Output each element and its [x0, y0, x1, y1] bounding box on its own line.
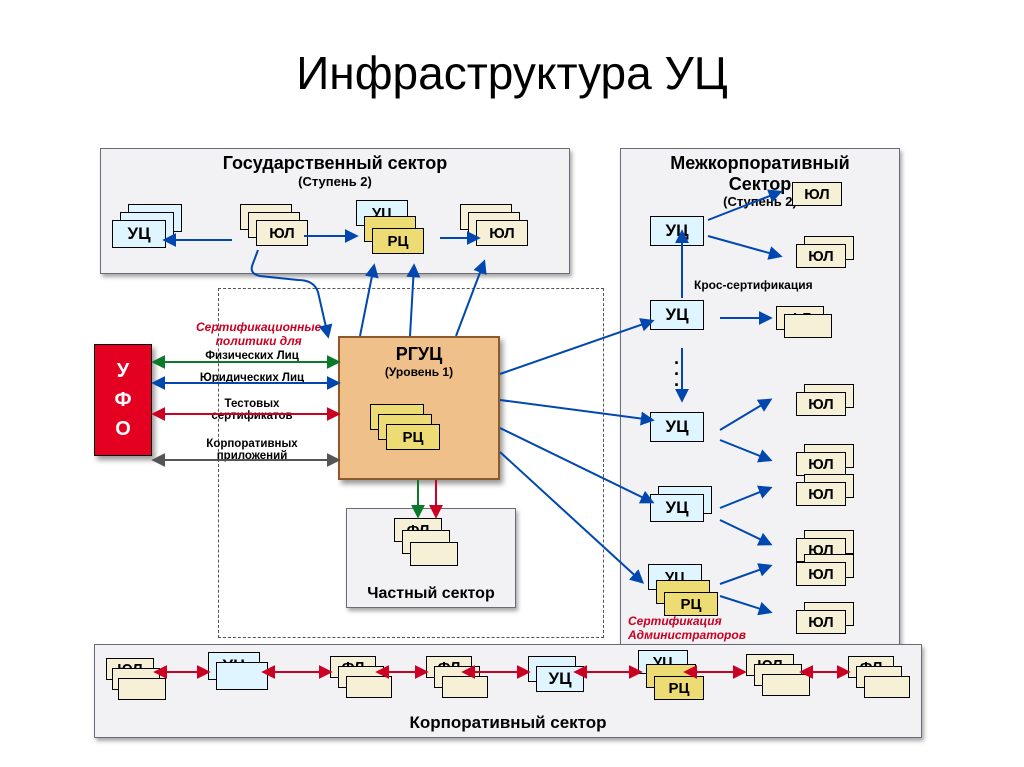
gov-uc: УЦ — [112, 220, 166, 248]
ufo-l2: Ф — [114, 386, 131, 415]
inter-yul5b: ЮЛ — [796, 610, 846, 634]
ufo-l3: О — [115, 415, 131, 444]
corp-fl1 — [346, 676, 392, 698]
center-title: РГУЦ — [340, 338, 498, 365]
cross-cert-label: Крос-сертификация — [694, 278, 813, 292]
ufo-line2: Физических Лиц — [172, 350, 332, 362]
ufo-block: У Ф О — [94, 344, 152, 456]
inter-yul4a: ЮЛ — [796, 482, 846, 506]
admin-cert-note: Сертификация Администраторов — [628, 614, 746, 642]
ufo-note-red: Сертификационные политики для — [196, 320, 321, 348]
dots-icon: ··· — [674, 358, 680, 390]
inter-fl — [784, 314, 832, 338]
panel-gov-title: Государственный сектор — [101, 149, 569, 174]
corp-uc1 — [216, 662, 268, 690]
inter-yul5a: ЮЛ — [796, 562, 846, 586]
corp-yul1 — [118, 678, 166, 700]
ufo-line4: Тестовых сертификатов — [172, 398, 332, 422]
panel-corp-title: Корпоративный сектор — [95, 713, 921, 733]
inter-uc3: УЦ — [650, 412, 704, 442]
inter-uc2: УЦ — [650, 300, 704, 330]
panel-gov-sub: (Ступень 2) — [101, 174, 569, 189]
priv-fl — [410, 542, 458, 566]
panel-inter-sub: (Ступень 2) — [621, 194, 899, 209]
gov-rc: РЦ — [372, 228, 424, 254]
ufo-line3: Юридических Лиц — [172, 372, 332, 384]
inter-rc5: РЦ — [664, 592, 718, 616]
corp-yul2 — [762, 674, 810, 696]
inter-yul-top2: ЮЛ — [796, 244, 846, 268]
ufo-l1: У — [117, 357, 129, 386]
slide-title: Инфраструктура УЦ — [0, 46, 1024, 100]
gov-yul2: ЮЛ — [476, 220, 528, 246]
center-rc: РЦ — [386, 424, 440, 450]
ufo-line5: Корпоративных приложений — [172, 438, 332, 462]
inter-uc4: УЦ — [650, 494, 704, 522]
corp-fl3 — [864, 676, 910, 698]
corp-rc3: РЦ — [654, 676, 704, 700]
corp-fl2 — [442, 676, 488, 698]
inter-uc1: УЦ — [650, 216, 704, 246]
panel-inter-title: Межкорпоративный Сектор — [621, 149, 899, 194]
corp-uc2: УЦ — [536, 666, 584, 692]
inter-yul3b: ЮЛ — [796, 452, 846, 476]
inter-yul3a: ЮЛ — [796, 392, 846, 416]
gov-yul1: ЮЛ — [256, 220, 308, 246]
center-sub: (Уровень 1) — [340, 365, 498, 379]
inter-yul-top: ЮЛ — [792, 182, 842, 206]
panel-priv-title: Частный сектор — [347, 585, 515, 603]
